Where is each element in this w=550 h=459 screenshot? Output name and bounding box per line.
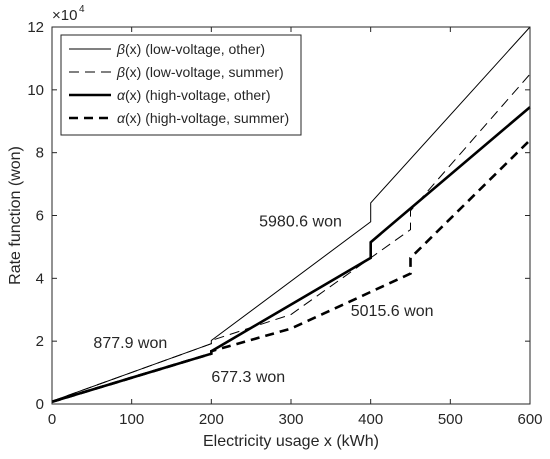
annotation-label: 677.3 won bbox=[211, 369, 285, 386]
series-line-2 bbox=[51, 73, 531, 402]
legend-entry: β(x) (low-voltage, summer) bbox=[116, 64, 284, 80]
annotation-label: 5015.6 won bbox=[351, 303, 434, 320]
series-line-1 bbox=[51, 26, 531, 402]
annotation-label: 877.9 won bbox=[93, 335, 167, 352]
y-tick-label: 2 bbox=[36, 333, 44, 350]
y-axis-label: Rate function (won) bbox=[7, 146, 24, 285]
annotations: 877.9 won 677.3 won 5980.6 won 5015.6 won bbox=[93, 213, 433, 386]
legend: β(x) (low-voltage, other) β(x) (low-volta… bbox=[60, 34, 302, 136]
x-tick-label: 500 bbox=[438, 411, 463, 428]
x-tick-label: 200 bbox=[199, 411, 224, 428]
x-axis-label: Electricity usage x (kWh) bbox=[203, 433, 379, 450]
y-tick-label: 12 bbox=[27, 19, 44, 36]
x-tick-label: 300 bbox=[278, 411, 303, 428]
y-multiplier-exponent: 4 bbox=[79, 4, 85, 15]
legend-entry: α(x) (high-voltage, other) bbox=[117, 87, 271, 103]
x-tick-label: 600 bbox=[517, 411, 542, 428]
y-tick-label: 0 bbox=[36, 396, 44, 413]
axis-ticks: 0 100 200 300 400 500 600 0 2 4 6 8 10 12 bbox=[27, 19, 542, 428]
series-line-4 bbox=[51, 139, 531, 404]
x-tick-label: 400 bbox=[358, 411, 383, 428]
y-tick-label: 10 bbox=[27, 82, 44, 99]
series-layer bbox=[51, 26, 531, 404]
legend-entry: β(x) (low-voltage, other) bbox=[116, 41, 265, 57]
y-tick-label: 6 bbox=[36, 208, 44, 225]
y-multiplier-base: ×10 bbox=[52, 7, 77, 24]
legend-entry: α(x) (high-voltage, summer) bbox=[117, 110, 289, 126]
x-tick-label: 100 bbox=[119, 411, 144, 428]
x-tick-label: 0 bbox=[48, 411, 56, 428]
y-tick-label: 8 bbox=[36, 145, 44, 162]
annotation-label: 5980.6 won bbox=[259, 213, 342, 230]
y-tick-label: 4 bbox=[36, 270, 44, 287]
y-axis-multiplier: ×10 4 bbox=[52, 4, 85, 24]
